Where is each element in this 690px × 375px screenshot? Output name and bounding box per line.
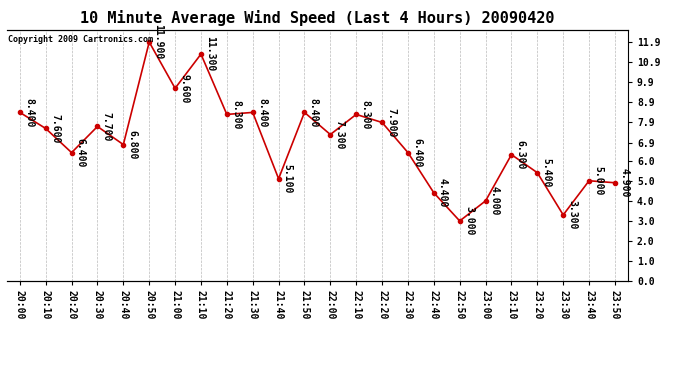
- Text: 7.300: 7.300: [335, 120, 344, 149]
- Text: 6.300: 6.300: [515, 140, 526, 169]
- Text: 11.300: 11.300: [205, 36, 215, 72]
- Text: 7.700: 7.700: [101, 112, 112, 141]
- Text: 8.300: 8.300: [360, 100, 371, 129]
- Text: 6.800: 6.800: [128, 130, 137, 159]
- Text: 3.000: 3.000: [464, 206, 474, 236]
- Text: 9.600: 9.600: [179, 74, 189, 103]
- Text: 5.000: 5.000: [593, 166, 603, 195]
- Text: 8.300: 8.300: [231, 100, 241, 129]
- Text: 5.100: 5.100: [283, 164, 293, 194]
- Text: 8.400: 8.400: [257, 98, 267, 127]
- Text: 11.900: 11.900: [153, 24, 164, 60]
- Text: 6.400: 6.400: [76, 138, 86, 167]
- Text: 4.000: 4.000: [490, 186, 500, 216]
- Text: 6.400: 6.400: [412, 138, 422, 167]
- Text: 5.400: 5.400: [542, 158, 551, 188]
- Text: 7.900: 7.900: [386, 108, 396, 137]
- Text: 8.400: 8.400: [24, 98, 34, 127]
- Text: 4.400: 4.400: [438, 178, 448, 207]
- Text: 7.600: 7.600: [50, 114, 60, 143]
- Text: Copyright 2009 Cartronics.com: Copyright 2009 Cartronics.com: [8, 35, 153, 44]
- Text: 3.300: 3.300: [567, 200, 578, 230]
- Text: 4.900: 4.900: [619, 168, 629, 198]
- Text: 8.400: 8.400: [308, 98, 319, 127]
- Title: 10 Minute Average Wind Speed (Last 4 Hours) 20090420: 10 Minute Average Wind Speed (Last 4 Hou…: [80, 10, 555, 26]
